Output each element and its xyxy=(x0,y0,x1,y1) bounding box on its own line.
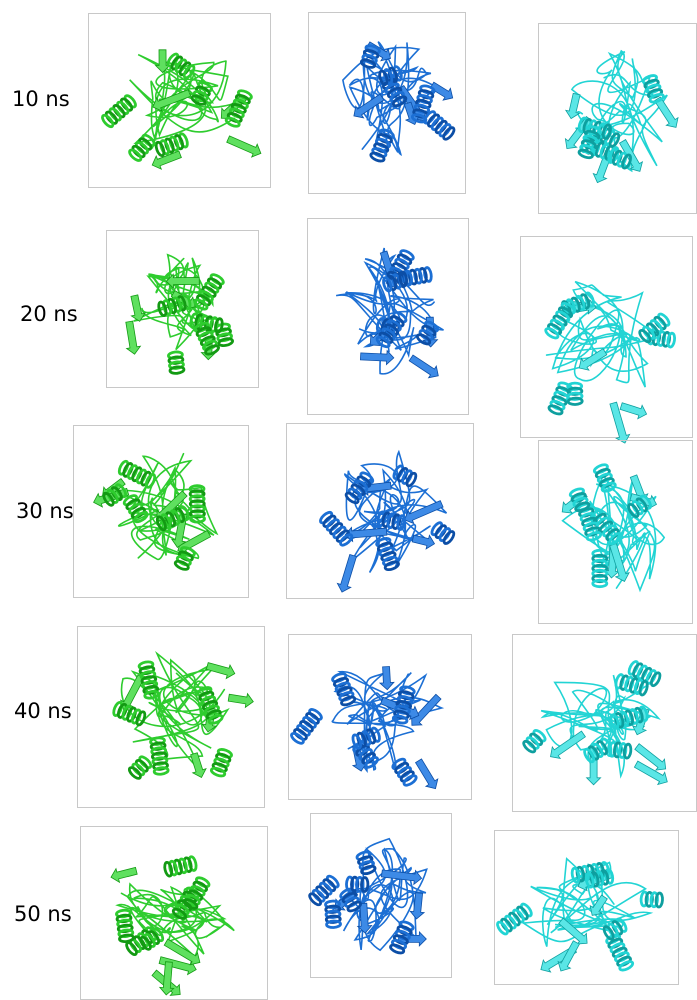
helix xyxy=(128,133,156,162)
beta-strand xyxy=(191,753,206,778)
structure-panel xyxy=(289,635,472,800)
beta-strand xyxy=(409,355,438,378)
helix-turn xyxy=(384,560,399,571)
structure-panel xyxy=(308,814,452,978)
helix-turn xyxy=(370,151,385,162)
structure-panel xyxy=(89,14,271,188)
structure-panel xyxy=(308,219,469,415)
row-label: 10 ns xyxy=(12,87,70,111)
helix xyxy=(423,110,456,141)
row-label: 50 ns xyxy=(14,902,72,926)
helix-turn xyxy=(667,333,676,348)
structure-panel xyxy=(539,24,697,214)
beta-strand xyxy=(227,136,261,157)
helix xyxy=(190,486,205,523)
helix-turn xyxy=(656,893,663,907)
structure-panel xyxy=(521,237,693,444)
helix xyxy=(164,856,198,877)
helix xyxy=(157,294,191,316)
helix xyxy=(641,892,663,907)
panel-frame xyxy=(539,441,693,624)
helix-turn xyxy=(135,711,146,726)
helix-turn xyxy=(155,141,166,156)
helix xyxy=(522,729,547,754)
structure-panel xyxy=(539,441,693,624)
helix-turn xyxy=(154,767,169,775)
helix xyxy=(319,511,354,547)
beta-strand xyxy=(126,321,141,354)
beta-strand xyxy=(360,351,393,365)
helix xyxy=(168,351,184,374)
helix xyxy=(430,521,456,545)
row-label: 20 ns xyxy=(20,302,78,326)
helix-turn xyxy=(389,943,404,954)
beta-strand xyxy=(111,867,137,882)
helix xyxy=(389,920,414,954)
helix-turn xyxy=(624,744,632,759)
helix-turn xyxy=(170,366,185,374)
row-label: 30 ns xyxy=(16,499,74,523)
helix xyxy=(290,708,323,745)
structure-panel xyxy=(309,13,466,194)
beta-strand xyxy=(551,731,586,758)
helix xyxy=(642,74,664,104)
structure-panel xyxy=(287,424,474,599)
structure-panel xyxy=(107,231,259,388)
structure-panel xyxy=(513,635,697,812)
helix xyxy=(544,302,576,340)
helix-turn xyxy=(164,862,173,877)
helix xyxy=(116,909,134,942)
beta-strand xyxy=(416,759,438,789)
helix xyxy=(391,757,417,787)
helix xyxy=(128,755,153,780)
helix-turn xyxy=(593,580,607,586)
helix-turn xyxy=(218,338,233,347)
helix xyxy=(112,701,146,726)
row-label: 40 ns xyxy=(14,699,72,723)
helix-turn xyxy=(568,398,582,405)
helix xyxy=(210,748,232,778)
structure-panel xyxy=(495,831,679,985)
beta-strand xyxy=(337,555,356,593)
structure-panel xyxy=(78,627,265,808)
beta-strand xyxy=(380,667,394,690)
helix xyxy=(150,737,168,775)
beta-strand xyxy=(410,893,424,919)
helix xyxy=(593,550,607,586)
structure-panel xyxy=(74,426,249,598)
figure: 10 ns 20 ns 30 ns 40 ns 50 ns xyxy=(0,0,697,1000)
beta-strand xyxy=(412,535,434,549)
helix xyxy=(325,901,340,928)
helix xyxy=(101,94,138,128)
helix-turn xyxy=(210,767,225,778)
helix xyxy=(123,494,149,524)
helix-turn xyxy=(119,934,134,942)
coil xyxy=(547,282,660,388)
helix-turn xyxy=(586,531,601,541)
beta-strand xyxy=(228,694,253,708)
helix-turn xyxy=(326,921,340,928)
beta-strand xyxy=(206,663,235,679)
helix xyxy=(496,902,533,935)
structure-panel xyxy=(81,827,268,1000)
beta-strand xyxy=(620,403,647,419)
structure-panels xyxy=(74,13,697,1000)
